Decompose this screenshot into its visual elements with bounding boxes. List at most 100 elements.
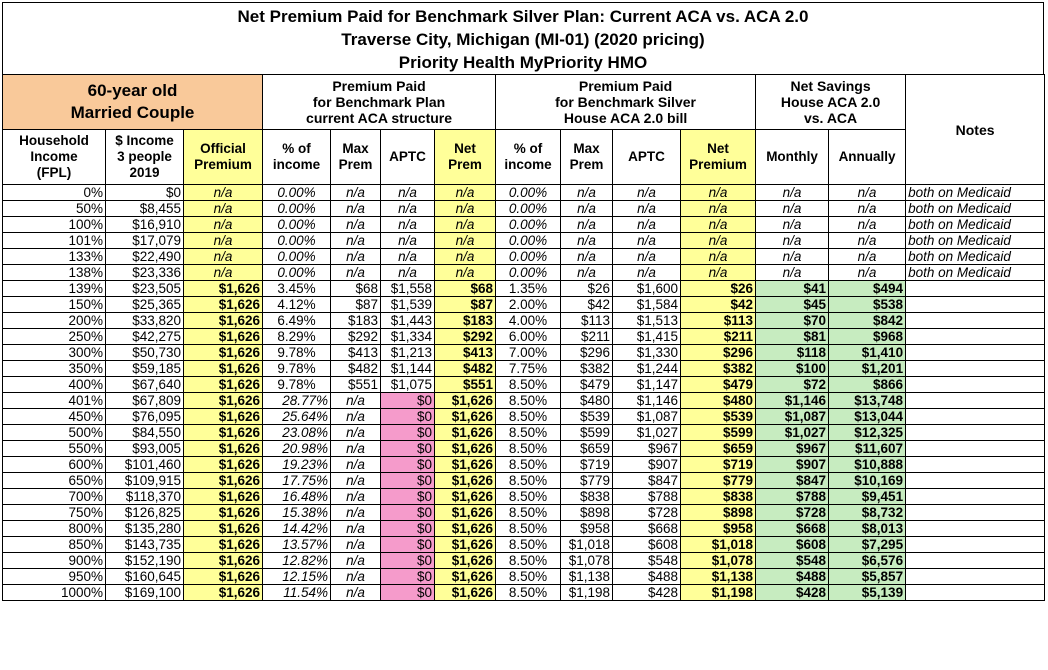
data-cell: 50% (2, 200, 106, 217)
data-cell: $118,370 (105, 488, 184, 505)
data-cell: n/a (182, 248, 264, 265)
data-cell: 350% (2, 360, 106, 377)
note-cell (905, 520, 1046, 537)
data-cell: $599 (680, 424, 757, 441)
data-cell: $608 (755, 536, 830, 553)
data-cell: $84,550 (105, 424, 184, 441)
data-cell: $1,626 (434, 424, 497, 441)
data-cell: $1,443 (380, 312, 436, 329)
data-cell: $152,190 (105, 552, 184, 569)
data-cell: $296 (560, 344, 614, 361)
data-cell: 8.50% (495, 392, 562, 409)
data-cell: $13,748 (828, 392, 907, 409)
data-cell: $1,146 (612, 392, 682, 409)
data-row: 700% $118,370 $1,626 16.48% n/a $0 $1,626 8.50%… (2, 488, 1046, 505)
data-cell: n/a (330, 456, 382, 473)
data-cell: n/a (680, 216, 757, 233)
header-line: House ACA 2.0 bill (563, 110, 688, 126)
data-row: 800% $135,280 $1,626 14.42% n/a $0 $1,626 8.50%… (2, 520, 1046, 537)
data-row: 200% $33,820 $1,626 6.49% $183 $1,443 $183 4.00… (2, 312, 1046, 329)
header-line: APTC (628, 149, 665, 164)
data-row: 900% $152,190 $1,626 12.82% n/a $0 $1,626 8.50%… (2, 552, 1046, 569)
group-header-row: 60-year old Married Couple Premium Paid for… (1, 74, 1046, 185)
data-cell: $779 (560, 472, 614, 489)
data-cell: 6.00% (495, 328, 562, 345)
data-cell: $1,626 (182, 488, 264, 505)
note-cell: both on Medicaid (905, 184, 1046, 201)
data-row: 138% $23,336 n/a 0.00% n/a n/a n/a 0.00% n/a n/a n… (2, 264, 1046, 281)
data-cell: $1,626 (182, 360, 264, 377)
data-cell: $17,079 (105, 232, 184, 249)
data-cell: $1,626 (434, 568, 497, 585)
data-cell: 650% (2, 472, 106, 489)
data-cell: $1,558 (380, 280, 436, 297)
data-cell: n/a (330, 520, 382, 537)
data-cell: 8.50% (495, 488, 562, 505)
data-cell: n/a (560, 232, 614, 249)
data-cell: $67,809 (105, 392, 184, 409)
data-cell: n/a (755, 184, 830, 201)
data-cell: $608 (612, 536, 682, 553)
data-cell: $668 (755, 520, 830, 537)
data-cell: $10,888 (828, 456, 907, 473)
data-cell: $1,626 (182, 504, 264, 521)
data-cell: $1,626 (434, 584, 497, 601)
data-cell: $292 (434, 328, 497, 345)
note-cell: both on Medicaid (905, 200, 1046, 217)
header-line: Income (30, 149, 78, 164)
data-cell: n/a (680, 232, 757, 249)
data-cell: n/a (330, 536, 382, 553)
data-cell: $45 (755, 296, 830, 313)
data-cell: $59,185 (105, 360, 184, 377)
data-cell: 133% (2, 248, 106, 265)
data-cell: $1,075 (380, 376, 436, 393)
data-cell: $0 (380, 488, 436, 505)
data-cell: $1,018 (560, 536, 614, 553)
header-line: 3 people (117, 149, 172, 164)
data-cell: 20.98% (262, 440, 332, 457)
column-header: Annually (828, 129, 907, 185)
header-line: for Benchmark Silver (555, 94, 696, 110)
column-header: Max Prem (560, 129, 614, 185)
data-row: 450% $76,095 $1,626 25.64% n/a $0 $1,626 8.50% $… (2, 408, 1046, 425)
data-cell: n/a (330, 568, 382, 585)
data-cell: $728 (612, 504, 682, 521)
data-cell: 0.00% (495, 264, 562, 281)
data-cell: n/a (680, 248, 757, 265)
data-cell: n/a (828, 184, 907, 201)
data-cell: 400% (2, 376, 106, 393)
header-line: Max (573, 141, 600, 156)
header-line: Premium Paid (578, 78, 673, 94)
title-line: Priority Health MyPriority HMO (398, 53, 648, 72)
note-cell (905, 344, 1046, 361)
data-cell: $488 (755, 568, 830, 585)
data-cell: $480 (680, 392, 757, 409)
data-cell: $0 (380, 504, 436, 521)
note-cell (905, 312, 1046, 329)
data-cell: $12,325 (828, 424, 907, 441)
data-cell: 0.00% (262, 248, 332, 265)
data-cell: n/a (680, 264, 757, 281)
data-cell: $382 (560, 360, 614, 377)
data-cell: $907 (755, 456, 830, 473)
data-cell: $1,144 (380, 360, 436, 377)
data-row: 50% $8,455 n/a 0.00% n/a n/a n/a 0.00% n/a n/a n/a… (2, 200, 1046, 217)
data-cell: $7,295 (828, 536, 907, 553)
data-cell: $1,198 (560, 584, 614, 601)
data-cell: $22,490 (105, 248, 184, 265)
data-cell: n/a (330, 440, 382, 457)
data-cell: $13,044 (828, 408, 907, 425)
data-row: 250% $42,275 $1,626 8.29% $292 $1,334 $292 6.00… (2, 328, 1046, 345)
data-cell: $1,626 (434, 408, 497, 425)
note-cell (905, 472, 1046, 489)
data-cell: n/a (755, 216, 830, 233)
data-cell: $1,626 (182, 440, 264, 457)
data-cell: $479 (680, 376, 757, 393)
data-cell: $668 (612, 520, 682, 537)
data-cell: 9.78% (262, 344, 332, 361)
data-cell: 138% (2, 264, 106, 281)
data-cell: $898 (680, 504, 757, 521)
data-row: 400% $67,640 $1,626 9.78% $551 $1,075 $551 8.50… (2, 376, 1046, 393)
data-cell: n/a (330, 408, 382, 425)
data-cell: $101,460 (105, 456, 184, 473)
